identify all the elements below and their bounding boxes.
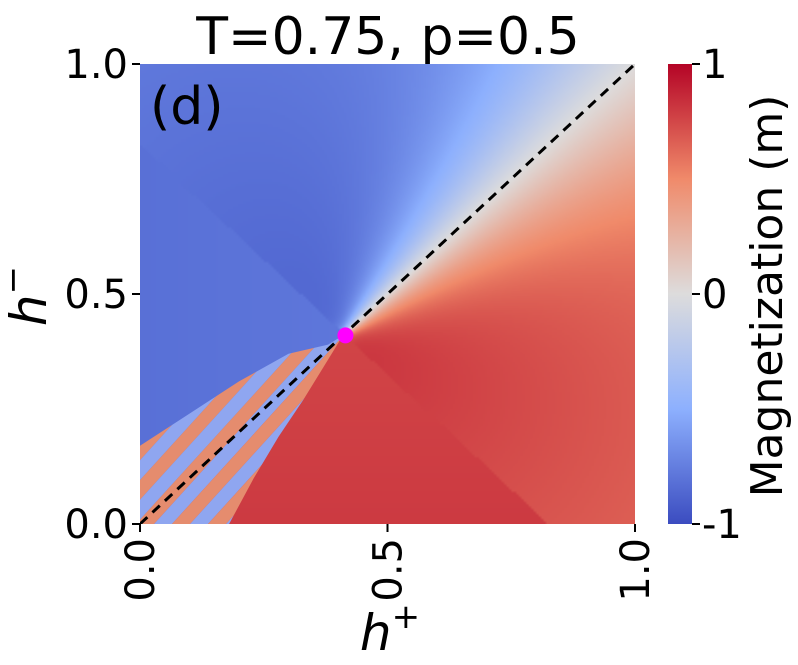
heatmap-area (140, 64, 635, 524)
colorbar-ticks: 1 0 -1 (692, 42, 742, 548)
y-tick-label: 1.0 (64, 42, 128, 88)
y-tick-label: 0.5 (64, 272, 128, 318)
x-tick-label: 0.5 (366, 538, 412, 602)
stripe-band (140, 335, 343, 524)
stripe-band (172, 335, 343, 524)
chart-title: T=0.75, p=0.5 (195, 7, 579, 67)
colorbar (668, 64, 692, 524)
y-axis-ticks: 0.0 0.5 1.0 (64, 42, 140, 548)
colorbar-label: Magnetization (m) (742, 95, 793, 498)
x-tick-label: 1.0 (613, 538, 659, 602)
x-axis-label: h+ (360, 597, 420, 662)
panel-label: (d) (150, 77, 224, 137)
diagonal-dashed-line (140, 64, 635, 524)
y-tick-label: 0.0 (64, 502, 128, 548)
x-axis-ticks: 0.0 0.5 1.0 (118, 524, 659, 602)
colorbar-tick-label: -1 (702, 502, 742, 548)
stripe-band (140, 335, 343, 524)
colorbar-tick-label: 0 (702, 272, 727, 318)
critical-point-marker (337, 327, 354, 344)
colorbar-tick-label: 1 (702, 42, 727, 88)
stripe-band (140, 335, 343, 524)
y-axis-label: h− (0, 266, 58, 326)
x-tick-label: 0.0 (118, 538, 164, 602)
